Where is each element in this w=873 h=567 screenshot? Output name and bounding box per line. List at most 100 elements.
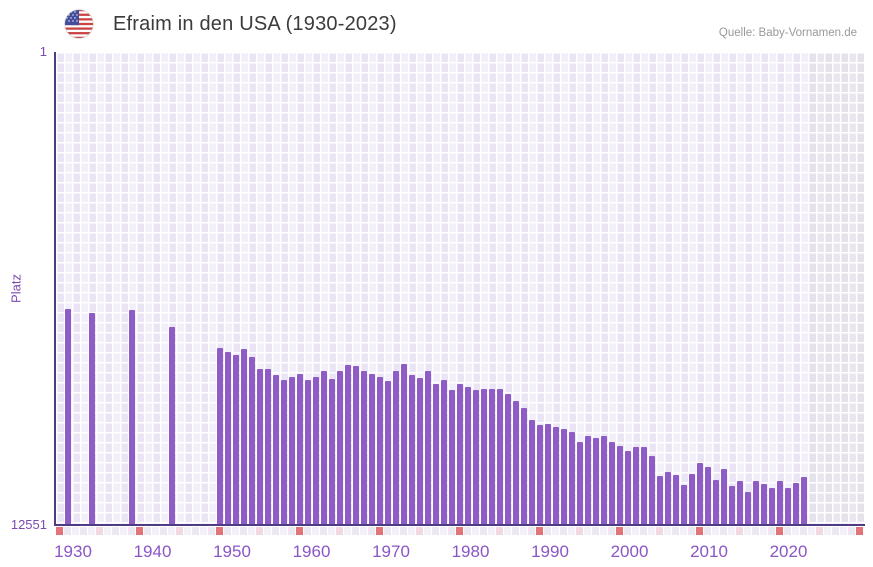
year-cell — [520, 527, 527, 535]
year-cell — [80, 527, 87, 535]
rank-bar-2019[interactable] — [769, 487, 775, 524]
rank-bar-2005[interactable] — [657, 476, 663, 524]
rank-bar-1956[interactable] — [265, 368, 271, 524]
rank-bar-2011[interactable] — [705, 467, 711, 524]
year-cell — [168, 527, 175, 535]
rank-bar-1983[interactable] — [481, 388, 487, 524]
rank-bar-2023[interactable] — [801, 477, 807, 524]
rank-bar-1976[interactable] — [425, 370, 431, 524]
rank-bar-1958[interactable] — [281, 380, 287, 524]
rank-bar-1950[interactable] — [217, 347, 223, 524]
rank-bar-2010[interactable] — [697, 463, 703, 524]
rank-bar-2022[interactable] — [793, 483, 799, 524]
year-cell — [280, 527, 287, 535]
rank-bar-1952[interactable] — [233, 355, 239, 524]
rank-bar-1971[interactable] — [385, 380, 391, 524]
rank-bar-2017[interactable] — [753, 481, 759, 524]
rank-bar-1969[interactable] — [369, 374, 375, 524]
rank-bar-1959[interactable] — [289, 376, 295, 524]
year-cell — [720, 527, 727, 535]
year-cell — [248, 527, 255, 535]
rank-bar-2006[interactable] — [665, 472, 671, 524]
year-cell — [184, 527, 191, 535]
year-cell — [480, 527, 487, 535]
year-marker-2015 — [736, 527, 743, 535]
rank-bar-1968[interactable] — [361, 370, 367, 524]
rank-bar-2002[interactable] — [633, 447, 639, 524]
rank-bar-1977[interactable] — [433, 384, 439, 524]
rank-bar-1965[interactable] — [337, 371, 343, 524]
rank-bar-1984[interactable] — [489, 388, 495, 524]
rank-bar-1951[interactable] — [225, 352, 231, 524]
rank-bar-1955[interactable] — [257, 368, 263, 524]
rank-bar-2015[interactable] — [737, 481, 743, 524]
rank-bar-1931[interactable] — [65, 308, 71, 524]
rank-bar-1994[interactable] — [569, 432, 575, 524]
rank-bar-1986[interactable] — [505, 393, 511, 524]
rank-bar-1954[interactable] — [249, 357, 255, 524]
rank-bar-1993[interactable] — [561, 428, 567, 524]
rank-bar-1980[interactable] — [457, 383, 463, 524]
year-cell — [200, 527, 207, 535]
rank-bar-2016[interactable] — [745, 492, 751, 524]
rank-bar-2003[interactable] — [641, 447, 647, 524]
rank-bar-1972[interactable] — [393, 371, 399, 524]
rank-bar-1974[interactable] — [409, 374, 415, 524]
year-marker-1945 — [176, 527, 183, 535]
year-cell — [640, 527, 647, 535]
rank-bar-1985[interactable] — [497, 388, 503, 524]
rank-bar-1999[interactable] — [609, 442, 615, 524]
rank-bar-2004[interactable] — [649, 455, 655, 524]
rank-bar-1973[interactable] — [401, 363, 407, 524]
rank-bar-1953[interactable] — [241, 349, 247, 524]
rank-bar-2018[interactable] — [761, 483, 767, 524]
rank-bar-1957[interactable] — [273, 375, 279, 524]
rank-bar-1975[interactable] — [417, 378, 423, 524]
rank-bar-1961[interactable] — [305, 380, 311, 524]
rank-bar-1988[interactable] — [521, 408, 527, 524]
rank-bar-1939[interactable] — [129, 309, 135, 524]
rank-bar-1981[interactable] — [465, 387, 471, 524]
rank-bar-2009[interactable] — [689, 473, 695, 524]
rank-bar-2008[interactable] — [681, 484, 687, 524]
rank-bar-1962[interactable] — [313, 376, 319, 524]
rank-bar-2021[interactable] — [785, 487, 791, 524]
year-cell — [272, 527, 279, 535]
rank-bar-1979[interactable] — [449, 390, 455, 524]
year-cell — [448, 527, 455, 535]
year-cell — [728, 527, 735, 535]
rank-bar-1966[interactable] — [345, 364, 351, 524]
rank-bar-2001[interactable] — [625, 451, 631, 524]
rank-bar-1996[interactable] — [585, 435, 591, 524]
rank-bar-1992[interactable] — [553, 427, 559, 524]
rank-bar-2012[interactable] — [713, 479, 719, 524]
rank-bar-2014[interactable] — [729, 485, 735, 524]
year-cell — [208, 527, 215, 535]
year-marker-1955 — [256, 527, 263, 535]
rank-bar-2007[interactable] — [673, 475, 679, 524]
rank-bar-1990[interactable] — [537, 424, 543, 524]
rank-bar-1987[interactable] — [513, 401, 519, 524]
year-cell — [560, 527, 567, 535]
grid-background — [56, 52, 808, 524]
rank-bar-1934[interactable] — [89, 313, 95, 524]
rank-bar-1944[interactable] — [169, 326, 175, 524]
rank-bar-1978[interactable] — [441, 379, 447, 524]
rank-bar-1989[interactable] — [529, 420, 535, 524]
rank-bar-1982[interactable] — [473, 390, 479, 524]
rank-bar-1967[interactable] — [353, 365, 359, 524]
rank-bar-1964[interactable] — [329, 378, 335, 524]
rank-bar-1960[interactable] — [297, 373, 303, 524]
rank-bar-2020[interactable] — [777, 481, 783, 524]
year-cell — [192, 527, 199, 535]
year-cell — [544, 527, 551, 535]
rank-bar-2000[interactable] — [617, 446, 623, 524]
rank-bar-2013[interactable] — [721, 469, 727, 524]
rank-bar-1991[interactable] — [545, 423, 551, 524]
rank-bar-1963[interactable] — [321, 370, 327, 524]
rank-bar-1997[interactable] — [593, 437, 599, 524]
rank-bar-1970[interactable] — [377, 377, 383, 524]
rank-bar-1995[interactable] — [577, 442, 583, 524]
rank-bar-1998[interactable] — [601, 435, 607, 524]
grid-background-future — [808, 52, 864, 524]
